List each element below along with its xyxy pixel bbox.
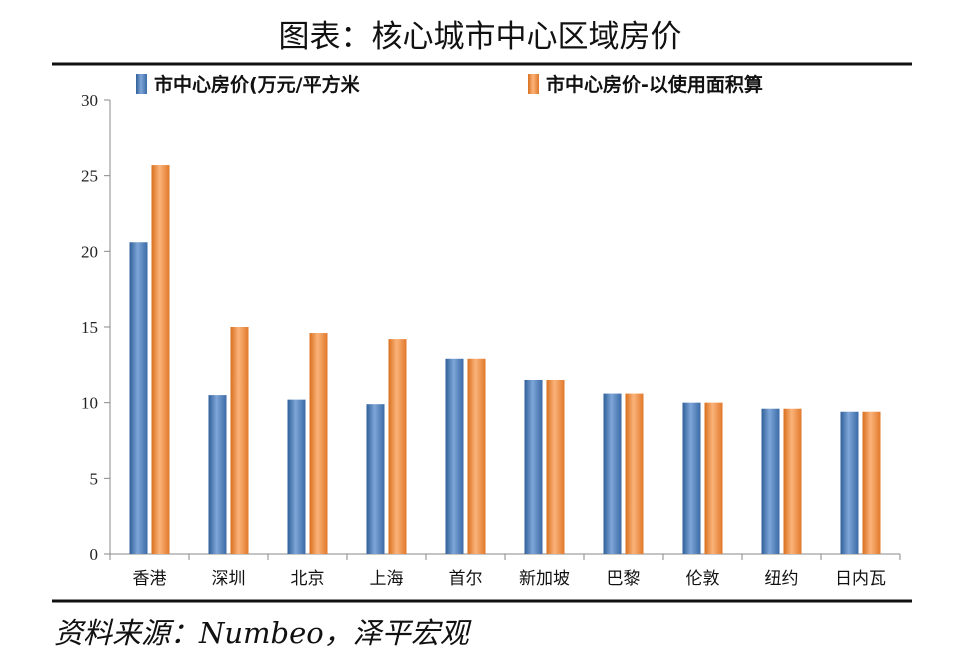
legend-swatch-series-1 bbox=[136, 74, 147, 94]
bar-series-1-7 bbox=[682, 402, 701, 554]
source-note: 资料来源：Numbeo，泽平宏观 bbox=[54, 616, 472, 650]
watermark-text: 泽平宏观 bbox=[838, 617, 914, 639]
bar-series-2-3 bbox=[388, 339, 407, 554]
bar-series-1-4 bbox=[445, 358, 464, 554]
bar-series-1-0 bbox=[129, 242, 148, 554]
x-category-label: 深圳 bbox=[212, 569, 246, 589]
x-category-label: 新加坡 bbox=[519, 569, 570, 589]
y-tick-label: 0 bbox=[90, 545, 99, 564]
bar-series-1-5 bbox=[524, 379, 543, 554]
y-tick-label: 30 bbox=[81, 91, 98, 110]
x-category-label: 首尔 bbox=[449, 569, 483, 589]
y-tick-label: 25 bbox=[81, 167, 98, 186]
x-category-label: 纽约 bbox=[765, 569, 799, 589]
bar-series-2-7 bbox=[704, 402, 723, 554]
y-tick-label: 20 bbox=[81, 242, 98, 261]
bar-series-2-6 bbox=[625, 393, 644, 554]
legend-swatch-series-2 bbox=[528, 74, 539, 94]
bar-series-2-4 bbox=[467, 358, 486, 554]
x-category-label: 北京 bbox=[291, 569, 325, 589]
bar-series-1-2 bbox=[287, 399, 306, 554]
bar-series-1-3 bbox=[366, 404, 385, 554]
chart-title: 图表：核心城市中心区域房价 bbox=[279, 19, 682, 55]
bar-series-1-8 bbox=[761, 408, 780, 554]
bar-series-2-8 bbox=[783, 408, 802, 554]
x-category-label: 巴黎 bbox=[607, 569, 641, 589]
legend-label-series-2: 市中心房价-以使用面积算 bbox=[546, 73, 763, 96]
legend: 市中心房价(万元/平方米 市中心房价-以使用面积算 bbox=[136, 73, 763, 96]
bar-series-1-1 bbox=[208, 395, 227, 554]
y-tick-label: 10 bbox=[81, 394, 98, 413]
y-tick-label: 15 bbox=[81, 318, 98, 337]
watermark: 泽平宏观 bbox=[803, 615, 914, 640]
x-category-label: 伦敦 bbox=[686, 569, 720, 589]
bar-series-2-0 bbox=[151, 165, 170, 554]
x-category-label: 日内瓦 bbox=[835, 569, 886, 589]
bar-series-1-9 bbox=[840, 411, 859, 554]
x-category-label: 香港 bbox=[133, 569, 167, 589]
wechat-icon-inner bbox=[816, 624, 832, 640]
bar-series-2-9 bbox=[862, 411, 881, 554]
bar-series-2-2 bbox=[309, 333, 328, 554]
legend-label-series-1: 市中心房价(万元/平方米 bbox=[154, 73, 361, 96]
y-tick-label: 5 bbox=[90, 469, 99, 488]
x-category-label: 上海 bbox=[370, 569, 404, 589]
bar-series-2-5 bbox=[546, 379, 565, 554]
plot-area: 0 5 10 15 20 25 30 香港 深圳 北京 上海 首尔 新加坡 巴黎 伦敦 纽约 日内瓦 bbox=[81, 91, 901, 589]
bar-series-2-1 bbox=[230, 327, 249, 554]
bar-series-1-6 bbox=[603, 393, 622, 554]
